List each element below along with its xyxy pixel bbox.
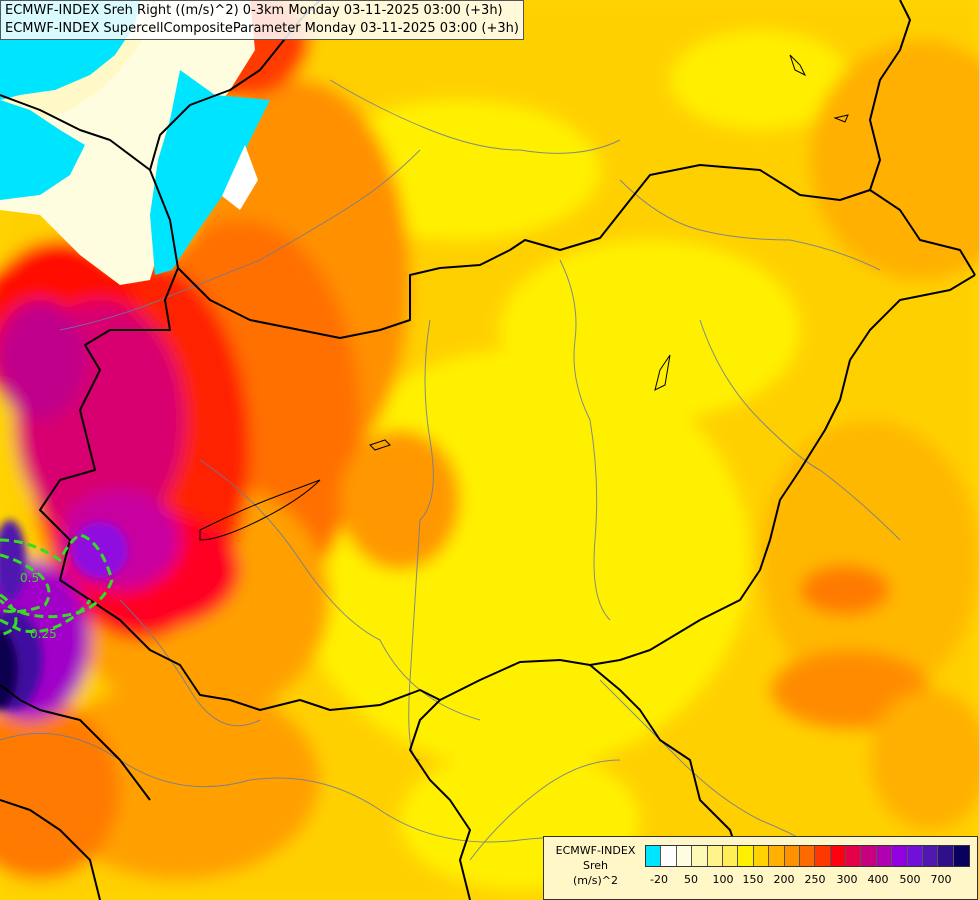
legend-ticks: -20 50 100 150 200 250 300 400 500 700 — [645, 873, 969, 889]
legend-tick-label: 50 — [684, 873, 698, 886]
color-legend: ECMWF-INDEX Sreh (m/s)^2 -20 50 100 150 200 2… — [543, 836, 978, 900]
title-line-2: ECMWF-INDEX SupercellCompositeParameter … — [5, 21, 519, 36]
legend-swatch — [769, 846, 785, 866]
legend-tick-label: 250 — [804, 873, 826, 886]
legend-tick-label: 300 — [836, 873, 858, 886]
legend-swatch — [646, 846, 662, 866]
legend-swatch — [938, 846, 954, 866]
legend-title: ECMWF-INDEX Sreh (m/s)^2 — [548, 843, 643, 888]
legend-swatch — [907, 846, 924, 866]
lakes — [199, 54, 849, 541]
legend-tick-label: 400 — [867, 873, 889, 886]
legend-swatch — [676, 846, 693, 866]
legend-swatch — [707, 846, 723, 866]
legend-swatch — [753, 846, 770, 866]
legend-swatch — [799, 846, 816, 866]
legend-swatch — [876, 846, 893, 866]
legend-title-line-3: (m/s)^2 — [573, 874, 618, 887]
contour-label-0-25: 0.25 — [30, 627, 57, 641]
legend-title-line-2: Sreh — [582, 859, 608, 872]
legend-swatch — [830, 846, 847, 866]
legend-tick-label: 150 — [742, 873, 764, 886]
legend-swatch — [846, 846, 862, 866]
legend-swatch — [815, 846, 831, 866]
legend-tick-label: -20 — [650, 873, 668, 886]
legend-swatch — [784, 846, 800, 866]
legend-tick-label: 200 — [773, 873, 795, 886]
legend-swatch — [861, 846, 877, 866]
legend-swatches — [645, 845, 971, 867]
map-title: ECMWF-INDEX Sreh Right ((m/s)^2) 0-3km M… — [0, 0, 524, 40]
legend-tick-label: 500 — [899, 873, 921, 886]
legend-swatch — [923, 846, 939, 866]
scp-contours — [0, 533, 114, 637]
legend-title-line-1: ECMWF-INDEX — [555, 844, 636, 857]
legend-swatch — [892, 846, 908, 866]
rivers — [0, 79, 901, 881]
legend-swatch — [692, 846, 708, 866]
legend-swatch — [738, 846, 754, 866]
legend-tick-label: 700 — [930, 873, 952, 886]
title-line-1: ECMWF-INDEX Sreh Right ((m/s)^2) 0-3km M… — [5, 3, 503, 18]
legend-tick-label: 100 — [712, 873, 734, 886]
legend-swatch — [953, 846, 970, 866]
legend-swatch — [661, 846, 677, 866]
contour-label-0-5: 0.5 — [20, 571, 39, 585]
legend-swatch — [722, 846, 739, 866]
